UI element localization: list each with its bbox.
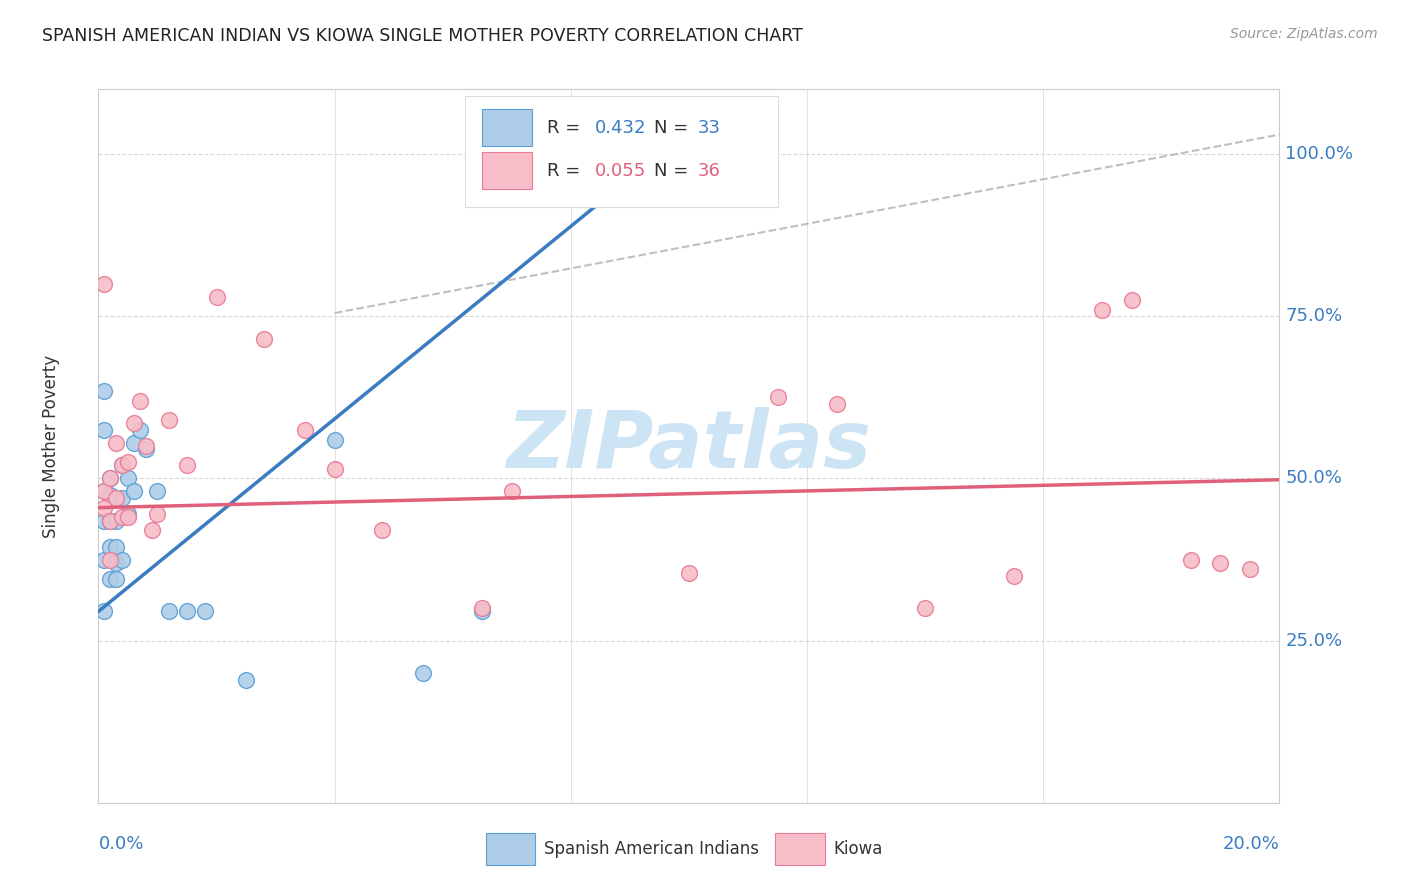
Point xyxy=(117,455,139,469)
Text: N =: N = xyxy=(654,161,693,179)
Text: 100.0%: 100.0% xyxy=(1285,145,1354,163)
Point xyxy=(105,540,128,554)
Point xyxy=(117,471,139,485)
Point xyxy=(371,524,394,538)
Point xyxy=(253,332,276,346)
Text: 0.0%: 0.0% xyxy=(98,835,143,853)
Point xyxy=(471,604,494,618)
Point xyxy=(766,390,789,404)
Point xyxy=(1239,562,1261,576)
Point xyxy=(323,433,346,447)
Point xyxy=(825,397,848,411)
Point xyxy=(93,277,115,291)
Point xyxy=(157,413,180,427)
Text: Spanish American Indians: Spanish American Indians xyxy=(544,840,759,858)
Point xyxy=(194,604,217,618)
Point xyxy=(111,458,134,473)
FancyBboxPatch shape xyxy=(464,96,778,207)
Point xyxy=(141,524,163,538)
Point xyxy=(146,484,169,499)
Point xyxy=(98,471,121,485)
Point xyxy=(93,484,115,499)
Point xyxy=(105,491,128,505)
Point xyxy=(501,484,523,499)
Point xyxy=(1091,302,1114,317)
Text: 36: 36 xyxy=(697,161,720,179)
FancyBboxPatch shape xyxy=(482,109,531,146)
Point xyxy=(93,500,115,515)
Point xyxy=(98,488,121,502)
Point xyxy=(93,384,115,398)
Point xyxy=(93,552,115,566)
Point xyxy=(412,666,434,681)
Point xyxy=(128,393,150,408)
Point xyxy=(105,556,128,570)
Point xyxy=(105,572,128,586)
Point xyxy=(98,552,121,566)
Point xyxy=(93,514,115,528)
FancyBboxPatch shape xyxy=(486,833,536,865)
Point xyxy=(1121,293,1143,307)
Point xyxy=(98,471,121,485)
Point xyxy=(117,510,139,524)
Text: 75.0%: 75.0% xyxy=(1285,307,1343,326)
Point xyxy=(122,417,145,431)
Point xyxy=(122,435,145,450)
Point xyxy=(135,442,157,457)
Text: R =: R = xyxy=(547,161,586,179)
Point xyxy=(678,566,700,580)
Text: SPANISH AMERICAN INDIAN VS KIOWA SINGLE MOTHER POVERTY CORRELATION CHART: SPANISH AMERICAN INDIAN VS KIOWA SINGLE … xyxy=(42,27,803,45)
Point xyxy=(1180,552,1202,566)
Point xyxy=(914,601,936,615)
Point xyxy=(122,484,145,499)
Text: Single Mother Poverty: Single Mother Poverty xyxy=(42,354,60,538)
Point xyxy=(128,423,150,437)
Point xyxy=(146,507,169,521)
Point xyxy=(205,290,228,304)
Text: 50.0%: 50.0% xyxy=(1285,469,1343,487)
Point xyxy=(105,514,128,528)
Point xyxy=(157,604,180,618)
Text: 0.432: 0.432 xyxy=(595,119,645,136)
Point xyxy=(93,484,115,499)
Text: 0.055: 0.055 xyxy=(595,161,645,179)
Text: 25.0%: 25.0% xyxy=(1285,632,1343,649)
Point xyxy=(98,572,121,586)
Point xyxy=(294,423,316,437)
Text: 33: 33 xyxy=(697,119,720,136)
Point xyxy=(176,458,198,473)
Point xyxy=(176,604,198,618)
Point xyxy=(471,601,494,615)
Text: Kiowa: Kiowa xyxy=(832,840,883,858)
Point xyxy=(111,552,134,566)
Point xyxy=(105,435,128,450)
Point xyxy=(111,458,134,473)
Point xyxy=(235,673,257,687)
Point xyxy=(98,514,121,528)
Point xyxy=(93,423,115,437)
Point xyxy=(111,491,134,505)
Point xyxy=(1209,556,1232,570)
Point xyxy=(111,510,134,524)
Text: 20.0%: 20.0% xyxy=(1223,835,1279,853)
Text: Source: ZipAtlas.com: Source: ZipAtlas.com xyxy=(1230,27,1378,41)
FancyBboxPatch shape xyxy=(482,152,531,189)
FancyBboxPatch shape xyxy=(775,833,825,865)
Point xyxy=(1002,568,1025,582)
Text: R =: R = xyxy=(547,119,586,136)
Point xyxy=(117,507,139,521)
Point xyxy=(135,439,157,453)
Text: N =: N = xyxy=(654,119,693,136)
Point xyxy=(93,604,115,618)
Point xyxy=(648,147,671,161)
Point xyxy=(98,514,121,528)
Text: ZIPatlas: ZIPatlas xyxy=(506,407,872,485)
Point xyxy=(98,540,121,554)
Point xyxy=(323,461,346,475)
